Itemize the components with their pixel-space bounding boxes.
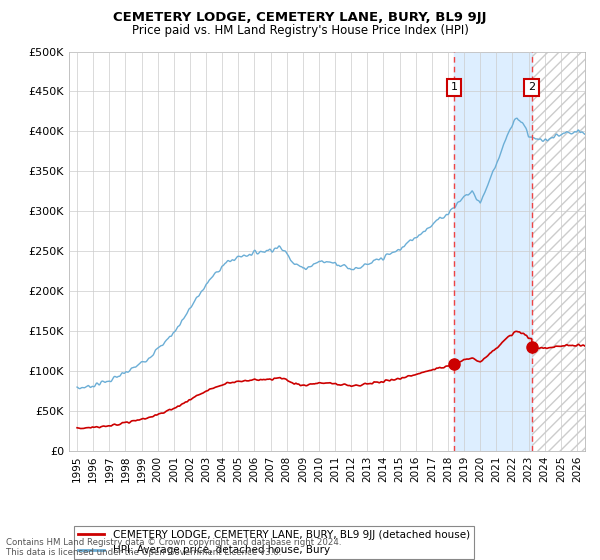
Text: Price paid vs. HM Land Registry's House Price Index (HPI): Price paid vs. HM Land Registry's House … (131, 24, 469, 36)
Text: 1: 1 (451, 82, 457, 92)
Text: Contains HM Land Registry data © Crown copyright and database right 2024.
This d: Contains HM Land Registry data © Crown c… (6, 538, 341, 557)
Bar (532, 52, 585, 451)
Text: CEMETERY LODGE, CEMETERY LANE, BURY, BL9 9JJ: CEMETERY LODGE, CEMETERY LANE, BURY, BL9… (113, 11, 487, 24)
Bar (454, 52, 532, 451)
Legend: CEMETERY LODGE, CEMETERY LANE, BURY, BL9 9JJ (detached house), HPI: Average pric: CEMETERY LODGE, CEMETERY LANE, BURY, BL9… (74, 526, 474, 559)
Text: 2: 2 (528, 82, 535, 92)
